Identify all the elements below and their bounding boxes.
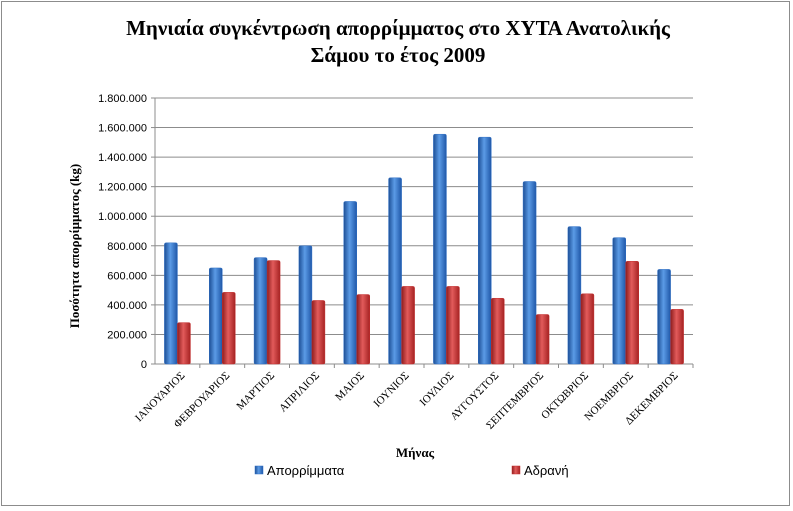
x-tick-label: ΜΑΙΟΣ — [333, 370, 367, 404]
y-tick-label: 0 — [141, 359, 147, 371]
y-tick-label: 400.000 — [107, 300, 147, 312]
gridlines — [151, 97, 694, 368]
y-tick-label: 1.400.000 — [98, 152, 147, 164]
bar-apor-1 — [164, 242, 178, 365]
bar-adran-9 — [535, 314, 550, 365]
x-axis-label: Μήνας — [396, 445, 435, 460]
bar-adran-4 — [311, 300, 326, 365]
legend-swatch-adran — [511, 465, 521, 475]
bar-apor-7 — [433, 133, 447, 365]
bar-apor-6 — [388, 177, 402, 365]
bar-apor-2 — [209, 267, 223, 365]
bar-adran-3 — [266, 260, 281, 365]
x-tick-label: ΑΠΡΙΛΙΟΣ — [277, 370, 322, 415]
bar-adran-5 — [356, 294, 370, 365]
legend-label-adran: Αδρανή — [524, 463, 569, 478]
bar-apor-10 — [567, 226, 582, 365]
bar-adran-12 — [670, 309, 684, 365]
bar-adran-2 — [222, 292, 236, 365]
x-tick-label: ΙΟΥΝΙΟΣ — [371, 370, 411, 410]
x-tick-label: ΙΟΥΛΙΟΣ — [418, 370, 457, 409]
bar-apor-3 — [253, 257, 268, 365]
x-tick-label: ΜΑΡΤΙΟΣ — [234, 370, 277, 413]
bar-adran-8 — [491, 297, 505, 365]
legend-label-apor: Απορρίμματα — [267, 463, 345, 478]
bar-apor-8 — [478, 136, 492, 365]
y-tick-label: 200.000 — [107, 329, 147, 341]
y-tick-label: 1.000.000 — [98, 211, 147, 223]
bar-apor-11 — [612, 237, 626, 365]
bar-adran-10 — [580, 293, 595, 365]
bar-apor-4 — [298, 245, 313, 365]
y-tick-label: 1.600.000 — [98, 123, 147, 135]
bar-adran-11 — [625, 261, 639, 365]
y-tick-label: 800.000 — [107, 241, 147, 253]
chart-title-line1: Μηνιαία συγκέντρωση απορρίμματος στο ΧΥΤ… — [126, 16, 671, 40]
legend-swatch-apor — [254, 465, 264, 475]
y-tick-label: 600.000 — [107, 270, 147, 282]
bar-adran-7 — [446, 286, 460, 365]
bar-apor-5 — [343, 201, 357, 365]
bar-apor-9 — [522, 181, 537, 365]
bar-adran-1 — [177, 322, 191, 365]
bars — [164, 133, 684, 365]
y-axis-ticks: 0 200.000 400.000 600.000 800.000 1.000.000 1.… — [98, 93, 147, 371]
y-tick-label: 1.800.000 — [98, 93, 147, 105]
chart-title-line2: Σάμου το έτος 2009 — [311, 43, 486, 67]
legend: Απορρίμματα Αδρανή — [254, 463, 569, 478]
y-axis-label: Ποσότητα απορρίμματος (kg) — [67, 164, 82, 329]
bar-adran-6 — [401, 286, 415, 365]
bar-apor-12 — [657, 269, 671, 365]
y-tick-label: 1.200.000 — [98, 182, 147, 194]
